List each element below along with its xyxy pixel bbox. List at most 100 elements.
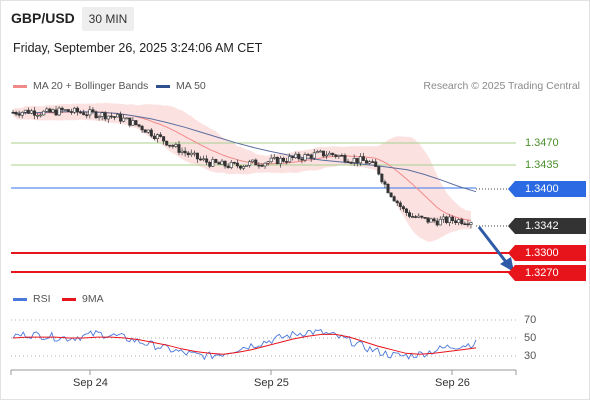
candle [294, 153, 298, 158]
candle [420, 215, 424, 218]
candle [346, 161, 350, 163]
candle [285, 161, 289, 163]
candle [257, 164, 261, 167]
candle [186, 152, 190, 156]
x-axis-label-sep25: Sep 25 [254, 377, 289, 389]
candle [328, 152, 332, 156]
candle [20, 112, 24, 116]
candle [364, 160, 368, 164]
candle [79, 111, 83, 114]
research-credit: Research © 2025 Trading Central [423, 80, 580, 92]
candle [140, 125, 144, 131]
x-axis-label-sep24: Sep 24 [73, 377, 108, 389]
candle [309, 154, 313, 159]
candle [116, 114, 120, 118]
candle [100, 112, 104, 117]
candle [162, 136, 166, 142]
candle [303, 154, 307, 161]
candle [152, 135, 156, 140]
timeframe-button[interactable]: 30 MIN [82, 7, 134, 31]
candle [248, 161, 252, 166]
candle [189, 152, 193, 156]
candle [343, 155, 347, 162]
candle [171, 145, 175, 147]
candle [254, 159, 258, 166]
candle [82, 112, 86, 116]
candle [51, 109, 55, 113]
candle [377, 166, 381, 175]
candle [183, 150, 187, 154]
legend-ma50: MA 50 [156, 80, 206, 92]
candle [54, 109, 58, 116]
resistance-1-label: 1.3435 [525, 159, 559, 171]
candle [159, 134, 163, 137]
candle [414, 216, 418, 218]
candle [275, 156, 279, 165]
candle [306, 154, 310, 156]
rsi-level-50-label: 50 [524, 332, 537, 344]
candle [91, 109, 95, 112]
candle [463, 223, 467, 226]
candle [149, 129, 153, 137]
candle [260, 165, 264, 167]
candle [205, 158, 209, 163]
support-1-price-tag: 1.3300 [508, 245, 586, 261]
candle [454, 220, 458, 224]
candle [245, 165, 249, 167]
pivot-price-tag: 1.3400 [508, 181, 586, 197]
candle [202, 158, 206, 161]
rsi-level-70-label: 70 [524, 314, 537, 326]
candle [291, 156, 295, 158]
legend-ma20-label: MA 20 + Bollinger Bands [33, 80, 149, 92]
candle [401, 206, 405, 210]
x-axis-label-sep26: Sep 26 [435, 377, 470, 389]
candle [383, 181, 387, 185]
candle [103, 112, 107, 120]
candle [358, 156, 362, 164]
candle [238, 165, 242, 169]
candle [128, 117, 132, 126]
candle [426, 217, 430, 223]
candle [251, 159, 255, 162]
candle [143, 129, 147, 133]
candle [45, 108, 49, 112]
candle [312, 152, 316, 159]
candle [85, 114, 89, 117]
candle [119, 114, 123, 122]
candle [315, 151, 319, 154]
candle [395, 200, 399, 204]
resistance-2-label: 1.3470 [525, 137, 559, 149]
candle [300, 158, 304, 161]
candle [177, 144, 181, 153]
candle [211, 159, 215, 167]
candle [36, 114, 40, 117]
candle [288, 156, 292, 163]
candle [195, 152, 199, 160]
candle [340, 154, 344, 157]
candle [109, 115, 113, 118]
candle [444, 216, 448, 223]
candlestick-series [11, 105, 473, 229]
candle [392, 196, 396, 202]
candle [466, 223, 470, 226]
candle [460, 219, 464, 225]
candle [432, 218, 436, 222]
candle [266, 161, 270, 164]
candle [192, 152, 196, 155]
candle [380, 173, 384, 183]
candle [272, 156, 276, 159]
candle [112, 116, 116, 118]
rsi-ma-line [12, 333, 477, 355]
candle [208, 162, 212, 167]
candle [438, 218, 442, 226]
candle [14, 112, 18, 115]
candle [131, 120, 135, 126]
candle [134, 120, 138, 125]
candle [457, 219, 461, 224]
candle [137, 124, 141, 127]
legend-rsi: RSI [13, 293, 51, 305]
candle [229, 162, 233, 168]
candle [33, 110, 37, 116]
legend-rsi-label: RSI [33, 293, 51, 305]
